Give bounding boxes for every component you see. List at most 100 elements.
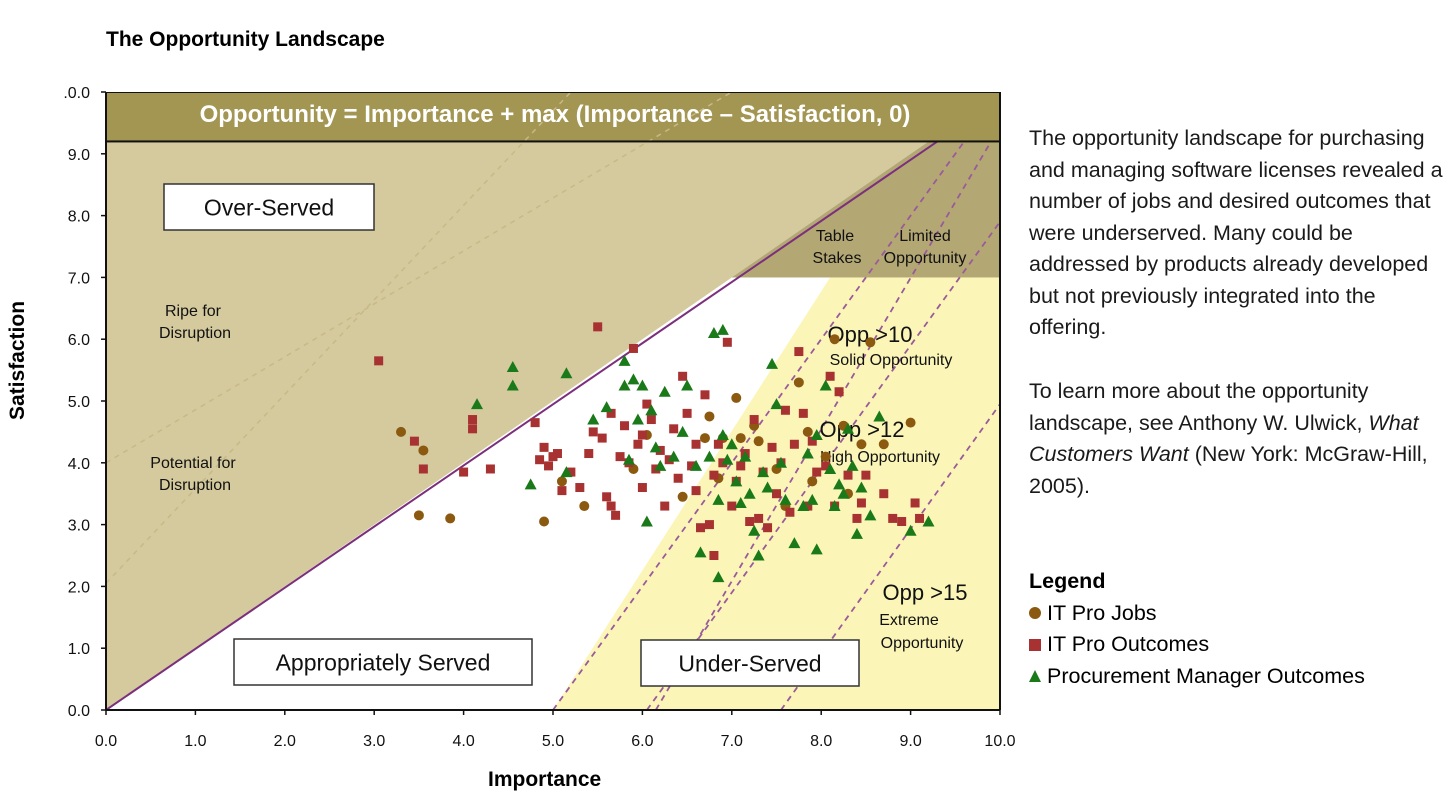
procurement-outcome-point — [739, 450, 752, 462]
procurement-outcome-point — [837, 487, 850, 499]
circle-marker-icon — [1029, 607, 1041, 620]
procurement-outcome-point — [855, 481, 868, 493]
y-tick-label: 9.0 — [68, 147, 90, 164]
it-pro-outcome-point — [691, 486, 701, 496]
procurement-outcome-point — [471, 398, 484, 410]
procurement-outcome-point — [716, 323, 729, 335]
legend-item-it-pro-outcomes: IT Pro Outcomes — [1029, 629, 1365, 661]
it-pro-outcome-point — [485, 464, 495, 474]
square-marker-icon — [1029, 638, 1041, 651]
legend-item-procurement-manager-outcomes: Procurement Manager Outcomes — [1029, 661, 1365, 693]
potential-label-line1: Potential for — [150, 455, 236, 472]
it-pro-outcome-point — [780, 405, 790, 415]
potential-label-line2: Disruption — [159, 477, 231, 494]
procurement-outcome-point — [757, 466, 770, 478]
x-tick-label: 10.0 — [984, 733, 1015, 750]
it-pro-outcome-point — [696, 523, 706, 533]
it-pro-outcome-point — [459, 467, 469, 477]
it-pro-outcome-point — [620, 421, 630, 431]
limited-opportunity-region — [731, 141, 1000, 278]
it-pro-outcome-point — [785, 507, 795, 517]
it-pro-job-point — [704, 411, 715, 422]
procurement-outcome-point — [770, 398, 783, 410]
it-pro-job-point — [793, 377, 804, 388]
it-pro-job-point — [820, 451, 831, 462]
faint-iso-line — [106, 92, 572, 584]
it-pro-outcome-point — [530, 418, 540, 428]
it-pro-outcome-point — [669, 424, 679, 434]
banner-formula: Opportunity = Importance + max (Importan… — [200, 101, 911, 128]
procurement-outcome-point — [716, 428, 729, 440]
limited-opportunity-label: Opportunity — [884, 250, 967, 267]
x-tick-label: 4.0 — [452, 733, 474, 750]
procurement-outcome-point — [524, 478, 537, 490]
it-pro-outcome-point — [852, 513, 862, 523]
it-pro-outcome-point — [709, 470, 719, 480]
it-pro-job-point — [802, 426, 813, 437]
it-pro-job-point — [905, 417, 916, 428]
ripe-label-line1: Ripe for — [165, 303, 222, 320]
it-pro-outcome-point — [418, 464, 428, 474]
it-pro-outcome-point — [602, 492, 612, 502]
it-pro-outcome-point — [409, 436, 419, 446]
it-pro-outcome-point — [709, 551, 719, 560]
it-pro-outcome-point — [736, 461, 746, 471]
opp15-sub-label1: Extreme — [879, 612, 939, 629]
it-pro-outcome-point — [713, 439, 723, 449]
reference-book-title: What Customers Want — [1029, 410, 1419, 467]
it-pro-outcome-point — [673, 473, 683, 483]
it-pro-outcome-point — [821, 461, 831, 471]
table-label: Table — [816, 228, 854, 245]
procurement-outcome-point — [850, 527, 863, 539]
legend-item-it-pro-jobs: IT Pro Jobs — [1029, 598, 1365, 630]
it-pro-job-point — [856, 439, 867, 450]
it-pro-outcome-point — [628, 343, 638, 353]
x-axis-label: Importance — [488, 768, 602, 791]
it-pro-outcome-point — [468, 424, 478, 434]
it-pro-outcome-point — [789, 439, 799, 449]
procurement-outcome-point — [846, 459, 859, 471]
opportunity-threshold-line — [780, 403, 1000, 710]
procurement-outcome-point — [801, 447, 814, 459]
y-tick-label: 6.0 — [68, 332, 90, 349]
it-pro-outcome-point — [593, 322, 603, 332]
it-pro-outcome-point — [539, 442, 549, 452]
legend-label: Procurement Manager Outcomes — [1047, 663, 1365, 688]
x-tick-label: 6.0 — [631, 733, 653, 750]
procurement-outcome-point — [622, 453, 635, 465]
y-tick-label: .0.0 — [63, 85, 90, 102]
it-pro-job-point — [579, 501, 590, 512]
procurement-outcome-point — [654, 459, 667, 471]
procurement-outcome-point — [681, 379, 694, 391]
procurement-outcome-point — [748, 524, 761, 536]
it-pro-outcome-point — [597, 433, 607, 443]
it-pro-job-point — [865, 337, 876, 348]
it-pro-outcome-point — [700, 390, 710, 400]
procurement-outcome-point — [725, 438, 738, 450]
x-tick-label: 2.0 — [274, 733, 296, 750]
it-pro-outcome-point — [856, 498, 866, 508]
y-tick-label: 0.0 — [68, 703, 90, 720]
region-labels: Opportunity = Importance + max (Importan… — [150, 101, 968, 687]
it-pro-job-point — [753, 436, 764, 447]
limited-label: Limited — [899, 228, 951, 245]
it-pro-job-point — [731, 392, 742, 403]
procurement-outcome-point — [810, 428, 823, 440]
it-pro-outcome-point — [660, 501, 670, 511]
it-pro-outcome-point — [637, 430, 647, 440]
opp15-label: Opp >15 — [882, 580, 967, 605]
y-tick-label: 8.0 — [68, 209, 90, 226]
stakes-label: Stakes — [813, 250, 862, 267]
it-pro-outcome-point — [687, 461, 697, 471]
opp15-sub-label2: Opportunity — [881, 635, 964, 652]
it-pro-outcome-point — [807, 436, 817, 446]
procurement-outcome-point — [761, 481, 774, 493]
x-tick-label: 7.0 — [721, 733, 743, 750]
procurement-outcome-point — [506, 361, 519, 373]
it-pro-outcome-point — [915, 513, 925, 523]
procurement-outcome-point — [618, 379, 631, 391]
it-pro-outcome-point — [588, 427, 598, 437]
ripe-label-line2: Disruption — [159, 325, 231, 342]
it-pro-outcome-point — [843, 470, 853, 480]
